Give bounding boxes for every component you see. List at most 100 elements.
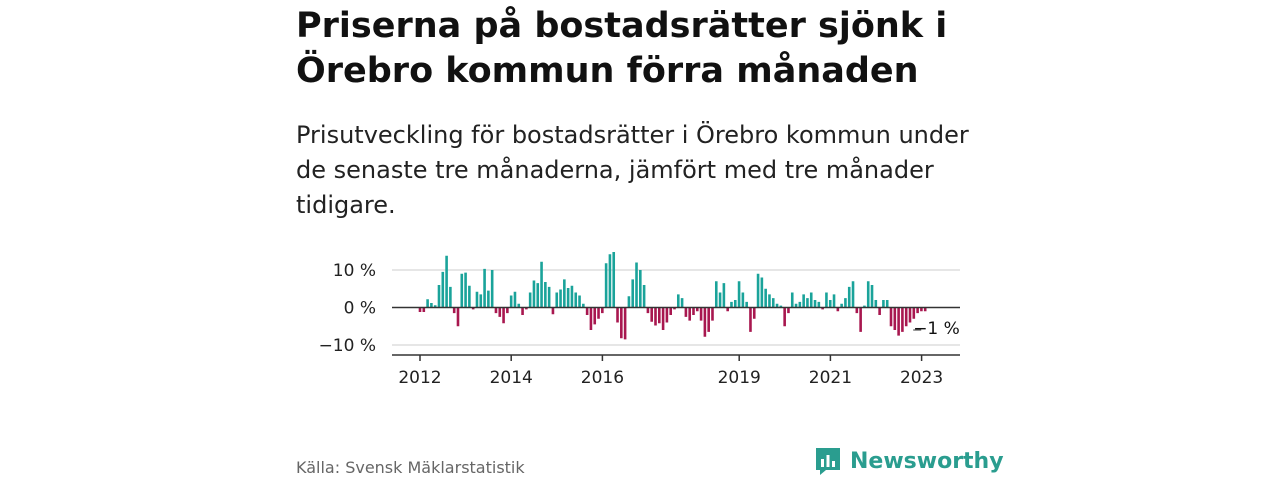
last-value-label: −1 % [913,319,960,339]
bar [806,298,809,308]
x-tick-label: 2014 [490,368,533,388]
bar [551,307,555,315]
bar [825,292,828,308]
bar [844,298,847,308]
bar [923,307,927,312]
bar [885,300,889,308]
bar [555,292,559,308]
bar [692,307,695,315]
bar [612,252,616,308]
bar [699,307,703,321]
bar [608,254,612,308]
bar [851,281,855,308]
bar [673,307,676,310]
bar [464,272,467,308]
bar [642,285,646,308]
bar [680,298,684,308]
bar [764,288,767,308]
bar [620,307,623,339]
bar [509,295,513,308]
bar [676,294,680,308]
chart-title: Priserna på bostadsrätter sjönk i Örebro… [296,6,948,91]
bar [437,285,441,308]
bar [525,307,528,310]
bar [874,300,878,308]
bar [790,292,794,308]
bar [528,292,532,308]
bar [813,300,817,308]
newsworthy-logo-icon [816,448,840,475]
bar [487,290,490,308]
bar [639,270,642,308]
bar [840,303,843,308]
bar [604,263,608,308]
bar [593,307,597,325]
bar [904,307,908,327]
newsworthy-logo: Newsworthy [814,446,1004,476]
bar [616,307,619,323]
bar [908,307,912,323]
bar [502,307,505,324]
bar [771,298,775,308]
bar [863,305,866,308]
bar [585,307,589,315]
bar [745,301,748,308]
x-tick-label: 2021 [809,368,852,388]
bar [623,307,627,340]
bar [559,289,562,308]
y-tick-label: −10 % [319,336,376,356]
bar [532,280,536,308]
bar [718,292,722,308]
bar [582,303,585,308]
bar [912,307,916,319]
bar [563,279,566,308]
y-tick-label: 10 % [333,261,376,281]
bar [445,255,448,308]
bar [483,268,486,308]
bar [513,291,517,308]
bar [882,300,885,308]
newsworthy-logo-text: Newsworthy [850,448,1004,474]
bar [794,303,798,308]
bar [665,307,669,323]
chart-subtitle: Prisutveckling för bostadsrätter i Örebr… [296,121,969,219]
bar [646,307,650,314]
x-tick-label: 2019 [718,368,761,388]
bar [506,307,509,314]
bar [418,307,422,312]
bar [749,307,752,332]
bar [866,281,870,308]
bar [426,299,429,308]
bar [714,281,718,308]
bar [878,307,881,315]
bar [475,291,479,308]
bar [597,307,600,319]
bar [695,307,699,312]
bar [490,270,494,308]
x-tick-label: 2016 [581,368,624,388]
bar [711,307,714,321]
bar [574,292,578,308]
bar [601,307,604,314]
bar [658,307,661,324]
bar [893,307,897,330]
bar [707,307,710,332]
bar [737,281,741,308]
bar [540,261,543,308]
bar [441,271,445,308]
bar [521,307,524,315]
bar [809,292,813,308]
bar [901,307,904,332]
bar [775,303,779,308]
bar [479,294,483,308]
bar [449,286,452,308]
bar [703,307,707,337]
bar [870,285,874,308]
bar [733,300,737,308]
bar [635,262,638,308]
bar [836,307,840,312]
bar [802,294,805,308]
bar [821,307,824,310]
bar [756,273,760,308]
bar [669,307,672,315]
